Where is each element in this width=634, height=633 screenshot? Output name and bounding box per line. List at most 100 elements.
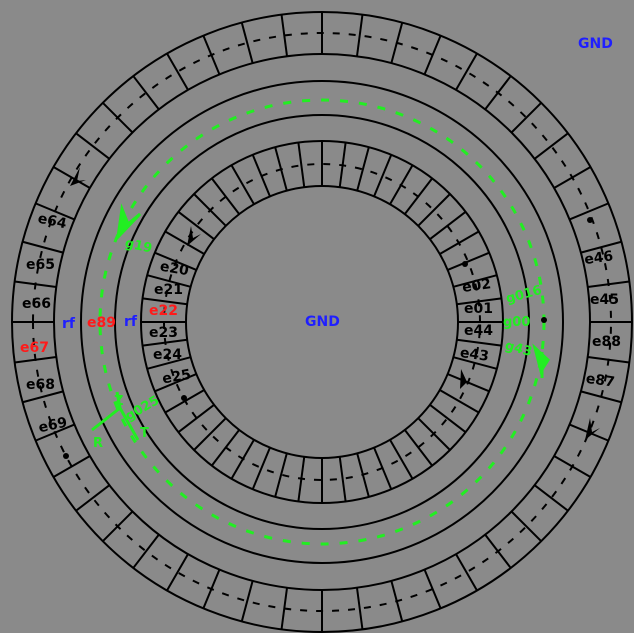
beam-label: g19: [123, 236, 153, 256]
e89-label: e89: [87, 315, 116, 331]
electrode-label: e20: [159, 259, 191, 280]
electrode-label: e68: [26, 377, 55, 393]
outer-segment-divider: [534, 132, 569, 160]
outer-segment-divider: [75, 132, 110, 160]
electrode-label: e87: [585, 371, 616, 391]
inner-segment-divider: [230, 164, 255, 205]
electrode-label: e25: [161, 367, 192, 388]
inner-segment-divider: [142, 297, 188, 306]
outer-segment-divider: [166, 53, 189, 91]
electrode-center-dashes: [32, 32, 613, 612]
outer-segment-divider: [423, 569, 442, 609]
electrode-label: e45: [590, 292, 619, 308]
inner-segment-divider: [154, 373, 197, 393]
outer-segment-divider: [53, 166, 91, 189]
inner-segment-divider: [177, 403, 215, 433]
axis-z: [115, 391, 122, 409]
inner-segment-divider: [251, 447, 271, 490]
outer-segment-divider: [455, 53, 478, 91]
outer-segment-divider: [534, 484, 569, 512]
outer-segment-divider: [510, 102, 542, 134]
axis-label-r: R: [93, 436, 103, 451]
outer-segment-divider: [423, 35, 442, 75]
outer-segment-divider: [569, 202, 609, 221]
electrode-label: e24: [153, 347, 182, 363]
inner-segment-divider: [429, 211, 467, 241]
dot-marker: [462, 261, 468, 267]
beam-label: g00: [503, 315, 530, 330]
gnd-center-label: GND: [305, 314, 340, 330]
beam-label: g43: [503, 338, 533, 360]
outer-segment-divider: [510, 510, 542, 542]
dot-marker: [587, 217, 593, 223]
dot-marker: [541, 317, 547, 323]
e22-label: e22: [149, 303, 178, 319]
beam-arrows: [91, 203, 550, 441]
axis-label-z: Z: [114, 394, 123, 409]
inner-segment-divider: [193, 417, 227, 451]
inner-segment-divider: [373, 154, 393, 197]
electrode-label: e65: [26, 257, 55, 273]
inner-arrow-icon-right: [460, 369, 467, 389]
inner-segment-divider: [439, 389, 480, 414]
outer-segment-divider: [580, 390, 622, 404]
outer-segment-divider: [22, 240, 64, 254]
rf-ring-inner-edge: [114, 114, 530, 530]
electrode-label: e21: [154, 282, 183, 298]
dot-marker: [63, 453, 69, 459]
electrode-label: e66: [22, 296, 51, 312]
inner-segment-divider: [447, 251, 490, 271]
electrode-label: e02: [461, 276, 492, 296]
inner-segment-divider: [164, 230, 205, 255]
inner-segment-divider: [211, 177, 241, 215]
inner-segment-divider: [274, 453, 288, 498]
outer-segment-divider: [240, 22, 254, 64]
inner-dash-arc: [163, 163, 482, 481]
outer-segment-divider: [75, 484, 110, 512]
outer-segment-divider: [240, 580, 254, 622]
outer-segment-divider: [355, 587, 364, 630]
outer-segment-divider: [132, 534, 160, 569]
axis-t: [118, 407, 140, 441]
electrode-label: e69: [37, 415, 69, 437]
inner-segment-divider: [356, 146, 370, 191]
outer-segment-divider: [22, 390, 64, 404]
inner-segment-divider: [389, 439, 414, 480]
outer-arrow-icon: [70, 167, 86, 186]
rf-left-label: rf: [62, 316, 76, 332]
axis-r: [91, 406, 121, 432]
outer-segment-divider: [455, 553, 478, 591]
inner-segment-divider: [338, 456, 347, 502]
outer-electrode-labels: e64 e65 e66 e68 e69 e46 e45 e88 e87: [22, 211, 621, 437]
electrode-label: e44: [464, 323, 493, 339]
beam-arrow-icon: [115, 203, 142, 242]
electrode-label: e46: [583, 248, 614, 268]
dot-marker: [181, 395, 187, 401]
outer-segment-divider: [53, 455, 91, 478]
inner-electrode-labels: e20 e21 e23 e24 e25 e02 e01 e44 e43: [149, 259, 493, 388]
inner-segment-divider: [146, 356, 191, 370]
outer-segment-divider: [280, 14, 289, 57]
outer-segment-divider: [355, 14, 364, 57]
electrode-label: e64: [36, 211, 68, 233]
electrode-label: e01: [464, 301, 493, 317]
inner-segment-divider: [453, 274, 498, 288]
gnd-corner-label: GND: [578, 36, 613, 52]
outer-segment-divider: [166, 553, 189, 591]
inner-segment-divider: [177, 211, 215, 241]
electrode-label: e23: [149, 325, 178, 341]
electrode-label: e88: [592, 334, 621, 350]
axis-label-t: T: [140, 426, 149, 441]
e67-label: e67: [20, 340, 49, 356]
inner-segment-divider: [297, 142, 306, 188]
electrode-label: e43: [459, 345, 490, 365]
inner-arrow-icon: [187, 226, 201, 246]
inner-segment-divider: [456, 338, 502, 347]
markers: [63, 167, 600, 459]
outer-segment-divider: [132, 75, 160, 110]
inner-segment-divider: [403, 429, 433, 467]
outer-segment-divider: [580, 240, 622, 254]
rf-ring-outer-edge: [80, 80, 564, 564]
inner-segment-divider: [417, 193, 451, 227]
